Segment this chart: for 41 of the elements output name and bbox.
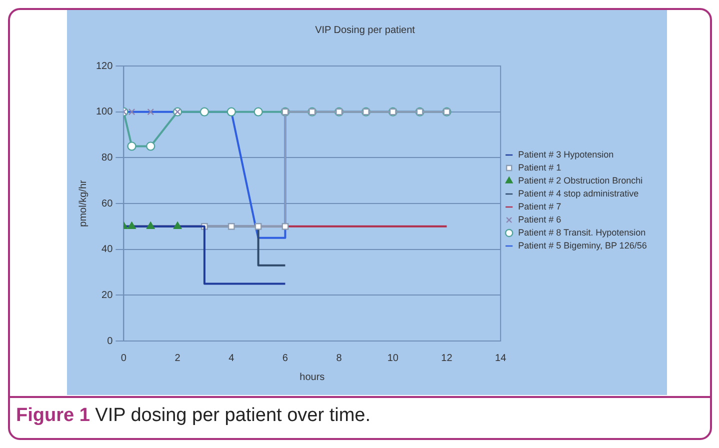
chart-title: VIP Dosing per patient	[315, 24, 416, 36]
point	[254, 107, 263, 116]
y-axis-title: pmol/kg/hr	[78, 179, 89, 227]
y-tick-label: 120	[96, 60, 114, 72]
x-tick-label: 12	[441, 352, 453, 364]
y-tick-label: 80	[102, 152, 114, 164]
legend-label: Patient # 2 Obstruction Bronchi	[518, 175, 643, 186]
point	[146, 142, 156, 151]
x-tick-label: 6	[282, 352, 288, 364]
y-tick-label: 60	[102, 198, 114, 210]
point	[228, 222, 235, 230]
y-tick-label: 40	[102, 244, 114, 256]
point	[128, 222, 136, 230]
point	[200, 107, 210, 116]
y-tick-label: 100	[96, 106, 114, 118]
point	[226, 107, 236, 116]
point	[147, 108, 154, 116]
legend-label: Patient # 3 Hypotension	[518, 149, 614, 160]
point	[146, 222, 155, 230]
y-tick-label: 20	[102, 290, 114, 301]
legend-label: Patient # 4 stop administrative	[518, 188, 639, 198]
point	[128, 108, 136, 116]
x-axis-title: hours	[300, 372, 325, 383]
point	[127, 142, 136, 151]
y-tick-label: 0	[107, 336, 114, 347]
x-tick-label: 4	[228, 352, 235, 364]
x-tick-label: 8	[336, 352, 342, 364]
point	[254, 222, 262, 230]
legend-label: Patient # 8 Transit. Hypotension	[518, 227, 646, 238]
legend-label: Patient # 7	[518, 201, 562, 212]
x-tick-label: 2	[174, 352, 181, 364]
legend-label: Patient # 6	[518, 214, 562, 224]
x-tick-label: 14	[495, 352, 507, 364]
legend-label: Patient # 5 Bigeminy, BP 126/56	[518, 240, 647, 250]
x-tick-label: 10	[387, 352, 399, 364]
point	[173, 222, 182, 230]
x-tick-label: 0	[120, 352, 127, 364]
text: VIP dosing per patient over time.	[94, 405, 370, 426]
legend-label: Patient # 1	[518, 162, 562, 172]
caption: Figure 1	[16, 405, 90, 426]
point	[282, 222, 289, 230]
